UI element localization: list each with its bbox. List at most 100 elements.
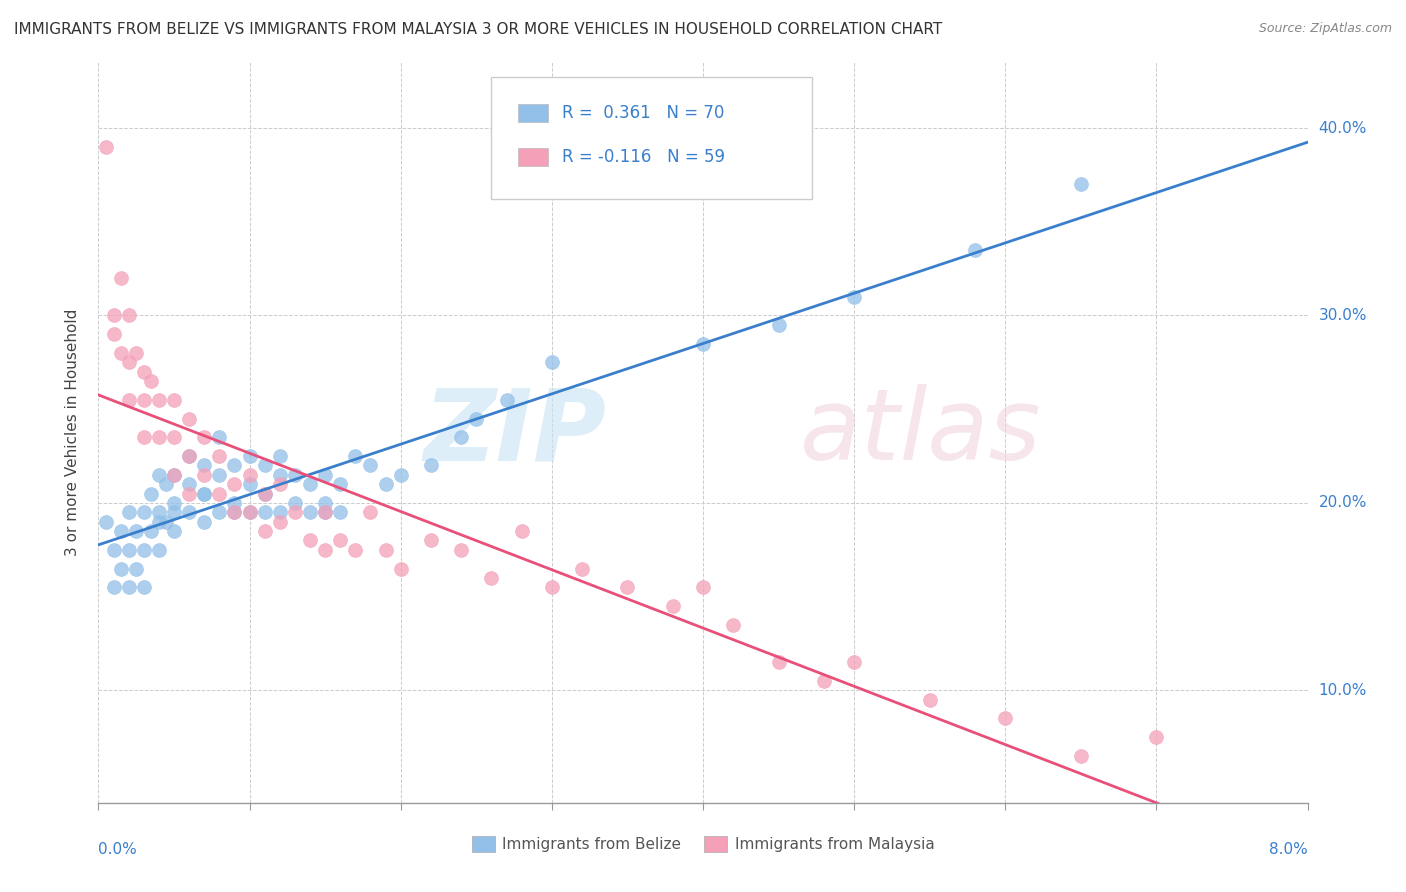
Point	[1146, 730, 1168, 744]
Point	[193, 515, 215, 529]
Point	[1070, 748, 1092, 763]
Point	[284, 505, 307, 519]
Point	[163, 467, 186, 482]
Point	[179, 449, 201, 463]
Point	[132, 542, 155, 557]
Point	[110, 561, 132, 575]
Point	[132, 365, 155, 379]
Point	[1070, 178, 1092, 192]
Point	[118, 542, 141, 557]
Point	[269, 467, 291, 482]
Point	[193, 430, 215, 444]
Point	[110, 271, 132, 285]
Point	[110, 524, 132, 538]
Point	[118, 580, 141, 594]
Point	[965, 243, 987, 257]
Point	[125, 524, 148, 538]
Point	[994, 711, 1017, 725]
Point	[103, 542, 125, 557]
Point	[571, 561, 593, 575]
Point	[125, 346, 148, 360]
Point	[208, 467, 231, 482]
Point	[103, 580, 125, 594]
Y-axis label: 3 or more Vehicles in Household: 3 or more Vehicles in Household	[65, 309, 80, 557]
Point	[224, 496, 246, 510]
Point	[239, 467, 262, 482]
Point	[155, 477, 177, 491]
Point	[616, 580, 638, 594]
Text: 40.0%: 40.0%	[1319, 120, 1367, 136]
Point	[163, 392, 186, 407]
Text: R = -0.116   N = 59: R = -0.116 N = 59	[561, 148, 724, 166]
Point	[179, 411, 201, 425]
Point	[193, 486, 215, 500]
Point	[141, 524, 163, 538]
Point	[118, 392, 141, 407]
Point	[148, 467, 170, 482]
Point	[224, 505, 246, 519]
Point	[141, 374, 163, 388]
Point	[253, 486, 276, 500]
Point	[661, 599, 683, 613]
Text: 0.0%: 0.0%	[98, 842, 138, 856]
Point	[692, 336, 714, 351]
Point	[844, 655, 866, 669]
Point	[103, 309, 125, 323]
Point	[450, 542, 472, 557]
Point	[495, 392, 517, 407]
Point	[918, 692, 941, 706]
Point	[132, 392, 155, 407]
Point	[299, 533, 322, 548]
Point	[389, 467, 412, 482]
Point	[510, 524, 533, 538]
Point	[148, 392, 170, 407]
Point	[253, 458, 276, 473]
Point	[148, 430, 170, 444]
Point	[768, 655, 790, 669]
Point	[253, 505, 276, 519]
Point	[163, 524, 186, 538]
FancyBboxPatch shape	[517, 148, 548, 167]
Point	[179, 505, 201, 519]
Point	[193, 467, 215, 482]
Point	[813, 673, 835, 688]
Point	[163, 467, 186, 482]
Point	[148, 515, 170, 529]
Point	[374, 542, 396, 557]
Point	[344, 542, 367, 557]
Point	[844, 290, 866, 304]
Text: Source: ZipAtlas.com: Source: ZipAtlas.com	[1258, 22, 1392, 36]
Text: 10.0%: 10.0%	[1319, 683, 1367, 698]
Point	[179, 477, 201, 491]
Point	[269, 505, 291, 519]
Point	[132, 505, 155, 519]
Point	[768, 318, 790, 332]
Point	[132, 580, 155, 594]
Point	[723, 617, 745, 632]
FancyBboxPatch shape	[517, 103, 548, 122]
Point	[299, 505, 322, 519]
Point	[481, 571, 503, 585]
Point	[118, 355, 141, 369]
Point	[193, 486, 215, 500]
Point	[224, 477, 246, 491]
Point	[163, 430, 186, 444]
Text: 30.0%: 30.0%	[1319, 308, 1367, 323]
Point	[314, 542, 336, 557]
Point	[224, 458, 246, 473]
Legend: Immigrants from Belize, Immigrants from Malaysia: Immigrants from Belize, Immigrants from …	[465, 830, 941, 858]
Point	[420, 533, 443, 548]
Point	[103, 327, 125, 342]
Point	[540, 355, 562, 369]
Point	[299, 477, 322, 491]
Point	[179, 486, 201, 500]
Point	[179, 449, 201, 463]
Point	[329, 533, 352, 548]
Point	[125, 561, 148, 575]
Point	[420, 458, 443, 473]
Point	[284, 467, 307, 482]
Point	[208, 505, 231, 519]
Text: 8.0%: 8.0%	[1268, 842, 1308, 856]
Point	[374, 477, 396, 491]
Point	[329, 477, 352, 491]
